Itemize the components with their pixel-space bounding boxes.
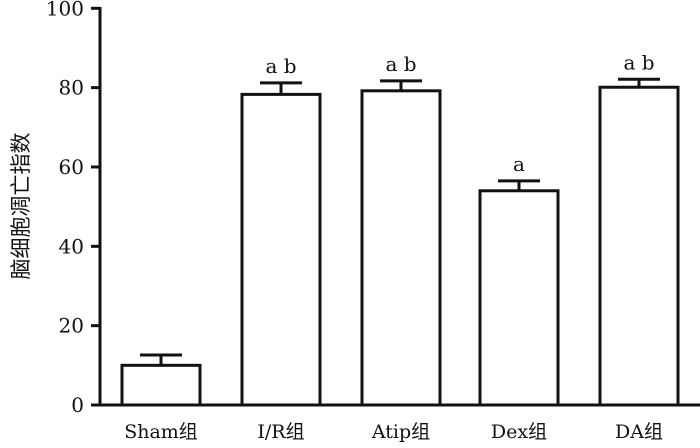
significance-label: a b: [623, 50, 654, 74]
significance-label: a b: [385, 52, 416, 76]
y-tick-label: 40: [59, 234, 84, 258]
bar: [240, 92, 322, 407]
y-tick-label: 100: [46, 0, 84, 20]
x-tick-label: Atip组: [371, 421, 430, 443]
y-axis-ticks: 0 20 40 60 80 100: [46, 0, 100, 417]
bar: [478, 189, 560, 407]
significance-label: a: [513, 152, 525, 176]
x-tick-label: DA组: [615, 421, 663, 443]
bars: Sham组 I/R组 a b Atip组 a b Dex组 a DA组 a b: [120, 50, 680, 443]
y-tick-label: 80: [59, 76, 84, 100]
x-tick-label: I/R组: [257, 421, 304, 443]
x-tick-label: Sham组: [124, 421, 198, 443]
bar: [598, 85, 680, 407]
y-axis-label: 脑细胞凋亡指数: [9, 133, 33, 280]
y-tick-label: 20: [59, 314, 84, 338]
significance-label: a b: [265, 54, 296, 78]
bar: [360, 89, 442, 407]
bar: [120, 363, 202, 407]
x-tick-label: Dex组: [491, 421, 547, 443]
y-tick-label: 60: [59, 155, 84, 179]
y-tick-label: 0: [71, 393, 84, 417]
